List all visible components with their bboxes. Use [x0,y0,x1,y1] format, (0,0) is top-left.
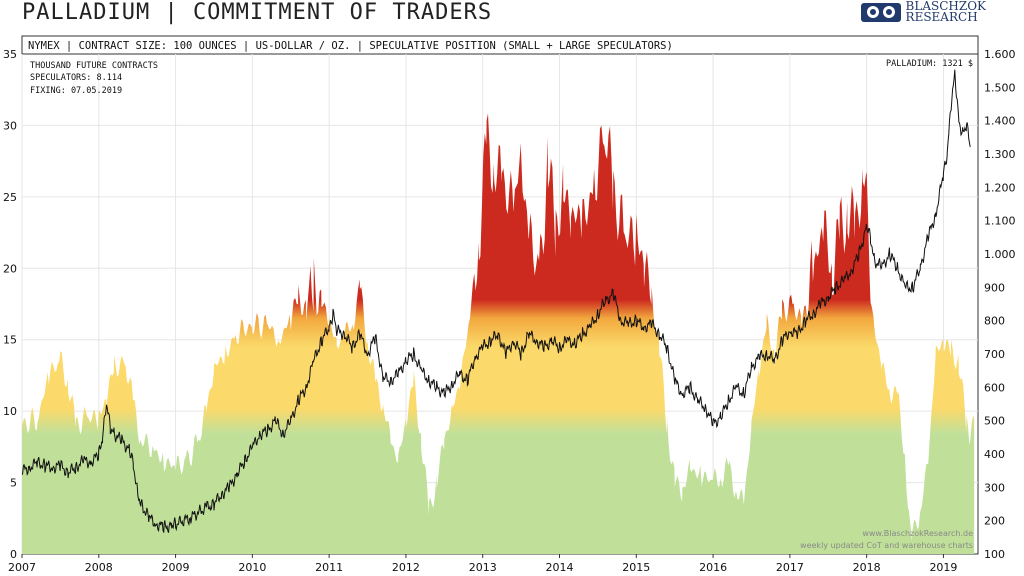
x-tick-label: 2019 [929,561,957,574]
right-tick-label: 1.200 [984,181,1016,194]
logo: BLASCHZOK RESEARCH [860,0,986,24]
x-tick-label: 2018 [853,561,881,574]
footer-note: weekly updated CoT and warehouse charts [800,541,973,550]
x-tick-label: 2016 [699,561,727,574]
owl-logo-icon [860,3,901,22]
logo-line1: BLASCHZOK [905,0,986,13]
right-tick-label: 1.100 [984,215,1016,228]
right-tick-label: 200 [984,515,1005,528]
left-tick-label: 15 [3,334,17,347]
right-tick-label: 800 [984,315,1005,328]
left-tick-label: 30 [3,119,17,132]
fixing-label: FIXING: 07.05.2019 [30,86,122,96]
right-tick-label: 600 [984,381,1005,394]
x-tick-label: 2008 [85,561,113,574]
palladium-price-series [22,69,971,533]
chart-title: PALLADIUM | COMMITMENT OF TRADERS [22,0,493,25]
x-tick-label: 2011 [315,561,343,574]
left-tick-label: 0 [10,548,17,561]
right-tick-label: 1.600 [984,48,1016,61]
x-tick-label: 2015 [622,561,650,574]
x-axis-ticks: 2007 2008 2009 2010 2011 2012 2013 2014 2015 2016… [8,554,957,574]
price-label: PALLADIUM: 1321 $ [886,59,973,69]
right-tick-label: 1.400 [984,115,1016,128]
left-axis-ticks: 0 5 10 15 20 25 30 35 [3,48,17,561]
right-tick-label: 400 [984,448,1005,461]
chart-subtitle: NYMEX | CONTRACT SIZE: 100 OUNCES | US-D… [28,40,673,52]
right-tick-label: 100 [984,548,1005,561]
x-tick-label: 2012 [392,561,420,574]
right-tick-label: 1.000 [984,248,1016,261]
x-tick-label: 2017 [776,561,804,574]
right-tick-label: 1.500 [984,81,1016,94]
left-tick-label: 20 [3,262,17,275]
left-tick-label: 35 [3,48,17,61]
palladium-price-line [22,69,971,533]
right-tick-label: 300 [984,481,1005,494]
units-label: THOUSAND FUTURE CONTRACTS [30,61,158,71]
x-tick-label: 2013 [469,561,497,574]
right-tick-label: 500 [984,415,1005,428]
x-tick-label: 2014 [546,561,574,574]
left-tick-label: 5 [10,477,17,490]
left-tick-label: 10 [3,405,17,418]
right-tick-label: 900 [984,281,1005,294]
left-tick-label: 25 [3,191,17,204]
right-tick-label: 700 [984,348,1005,361]
footer-url: www.BlaschzokResearch.de [862,529,973,538]
right-axis-ticks: 100 200 300 400 500 600 700 800 900 1.000 1.100 1.2… [984,48,1016,561]
x-tick-label: 2010 [238,561,266,574]
right-tick-label: 1.300 [984,148,1016,161]
x-tick-label: 2007 [8,561,36,574]
speculators-label: SPECULATORS: 8.114 [30,73,122,83]
logo-line2: RESEARCH [905,10,978,24]
x-tick-label: 2009 [162,561,190,574]
